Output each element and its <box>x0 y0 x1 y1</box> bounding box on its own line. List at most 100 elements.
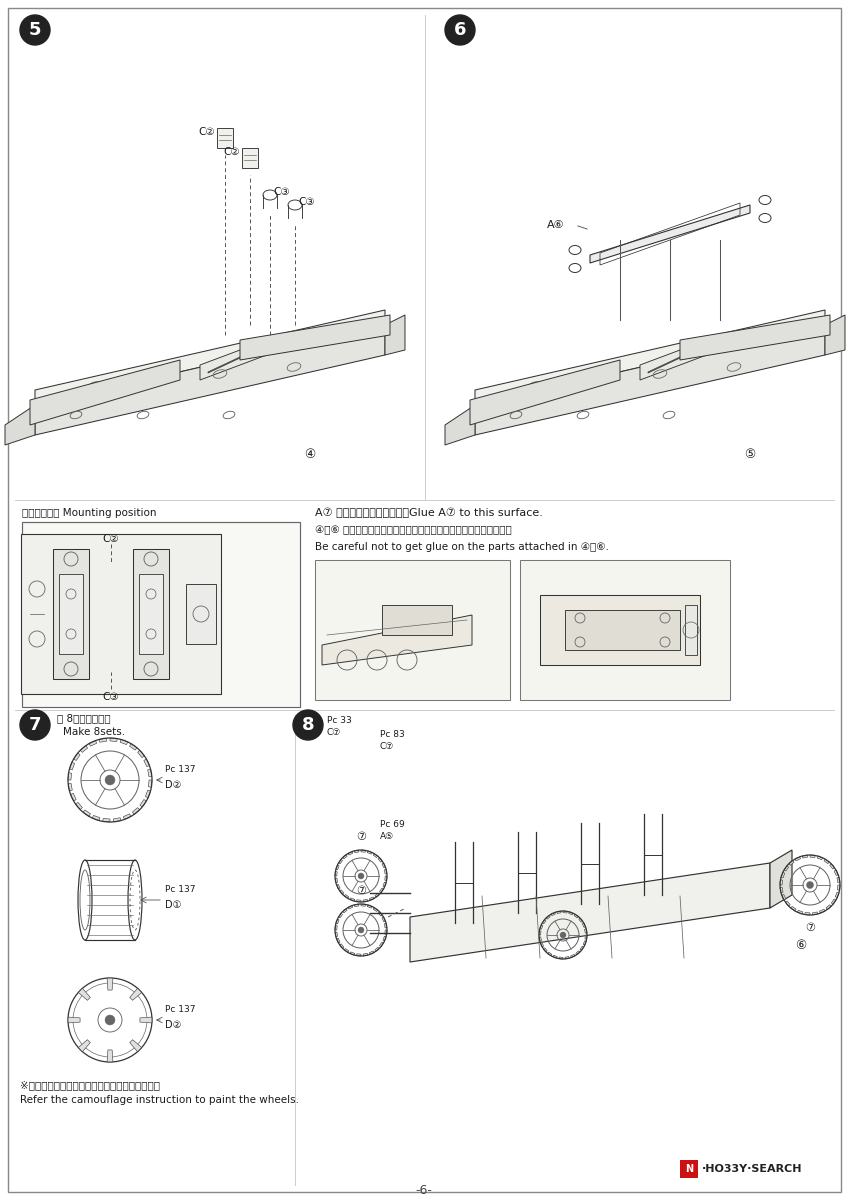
Polygon shape <box>59 574 83 654</box>
Polygon shape <box>576 950 580 955</box>
Circle shape <box>20 14 50 44</box>
Polygon shape <box>795 857 801 860</box>
Polygon shape <box>343 854 347 859</box>
Text: N: N <box>685 1164 693 1174</box>
Text: C③: C③ <box>103 692 120 702</box>
Polygon shape <box>130 989 142 1001</box>
Text: ※ホイールの色は迁彩指示を参考にして下さい。: ※ホイールの色は迁彩指示を参考にして下さい。 <box>20 1080 160 1090</box>
Polygon shape <box>553 955 557 958</box>
Polygon shape <box>837 877 840 882</box>
Polygon shape <box>770 850 792 908</box>
Polygon shape <box>336 884 340 889</box>
Polygon shape <box>130 1039 142 1051</box>
Text: C⑦: C⑦ <box>327 728 341 737</box>
Polygon shape <box>818 856 823 859</box>
Text: A⑥: A⑥ <box>548 220 565 230</box>
Polygon shape <box>140 799 146 806</box>
Bar <box>315 560 510 700</box>
Polygon shape <box>585 935 587 940</box>
Polygon shape <box>559 956 563 959</box>
Polygon shape <box>812 912 818 914</box>
Polygon shape <box>30 360 180 425</box>
Polygon shape <box>582 923 586 928</box>
Polygon shape <box>375 893 380 898</box>
Polygon shape <box>569 912 573 914</box>
Polygon shape <box>579 918 582 922</box>
Polygon shape <box>348 852 352 856</box>
Bar <box>680 1160 698 1178</box>
Polygon shape <box>837 886 840 890</box>
Polygon shape <box>340 890 344 894</box>
Text: Pc 137: Pc 137 <box>165 886 195 894</box>
Circle shape <box>358 926 364 934</box>
Circle shape <box>358 874 364 878</box>
Polygon shape <box>583 941 586 946</box>
Text: 8: 8 <box>301 716 314 734</box>
Polygon shape <box>580 946 584 950</box>
Polygon shape <box>217 128 233 148</box>
Polygon shape <box>340 944 344 948</box>
Polygon shape <box>785 901 790 906</box>
Circle shape <box>105 775 115 785</box>
Polygon shape <box>382 863 385 868</box>
Text: Pc 69: Pc 69 <box>380 820 405 829</box>
Polygon shape <box>350 952 355 955</box>
Circle shape <box>445 14 475 44</box>
Polygon shape <box>68 1018 80 1022</box>
Text: A⑤: A⑤ <box>380 832 394 841</box>
Text: D②: D② <box>165 1020 182 1030</box>
Polygon shape <box>35 310 385 404</box>
Polygon shape <box>89 740 97 746</box>
Text: 6: 6 <box>453 20 466 38</box>
Polygon shape <box>385 923 387 928</box>
Polygon shape <box>139 574 163 654</box>
Polygon shape <box>475 310 825 404</box>
Polygon shape <box>382 917 385 922</box>
Polygon shape <box>640 335 720 380</box>
Polygon shape <box>539 937 542 941</box>
Polygon shape <box>831 899 836 905</box>
Polygon shape <box>810 854 815 858</box>
Polygon shape <box>130 744 137 750</box>
Polygon shape <box>339 859 342 864</box>
Polygon shape <box>797 911 803 914</box>
Polygon shape <box>369 950 374 954</box>
Polygon shape <box>790 906 796 911</box>
Polygon shape <box>74 754 80 761</box>
Text: -6-: -6- <box>415 1183 432 1196</box>
Circle shape <box>560 932 566 938</box>
Polygon shape <box>543 919 546 924</box>
Polygon shape <box>335 878 338 883</box>
Polygon shape <box>557 911 561 913</box>
Polygon shape <box>685 605 697 655</box>
Text: ⑦: ⑦ <box>356 832 366 842</box>
Polygon shape <box>590 205 750 263</box>
Polygon shape <box>361 850 366 852</box>
Polygon shape <box>380 942 384 947</box>
Polygon shape <box>383 882 386 887</box>
Polygon shape <box>335 925 337 930</box>
Polygon shape <box>539 931 541 935</box>
Polygon shape <box>819 910 825 913</box>
Text: 7: 7 <box>29 716 42 734</box>
Text: Pc 33: Pc 33 <box>327 716 351 725</box>
Polygon shape <box>475 325 825 434</box>
Polygon shape <box>348 906 352 910</box>
Polygon shape <box>186 584 216 644</box>
Text: Pc 83: Pc 83 <box>380 730 405 739</box>
Polygon shape <box>242 148 258 168</box>
Polygon shape <box>339 913 342 918</box>
Polygon shape <box>336 919 339 924</box>
Polygon shape <box>110 738 117 742</box>
Polygon shape <box>781 872 784 877</box>
Polygon shape <box>368 905 372 908</box>
Polygon shape <box>780 880 783 886</box>
Polygon shape <box>336 938 340 943</box>
Polygon shape <box>541 943 543 947</box>
Bar <box>520 560 730 700</box>
Polygon shape <box>350 898 355 901</box>
Text: ⑤: ⑤ <box>745 449 756 462</box>
Polygon shape <box>835 893 839 898</box>
Polygon shape <box>551 912 555 916</box>
Polygon shape <box>380 888 384 893</box>
